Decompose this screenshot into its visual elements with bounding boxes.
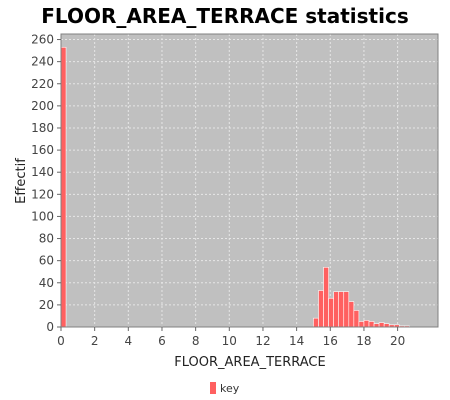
- x-tick-label: 20: [390, 334, 405, 348]
- histogram-bar: [353, 310, 360, 328]
- histogram-bar: [368, 321, 375, 328]
- legend-label: key: [220, 382, 240, 395]
- legend: key: [210, 382, 240, 395]
- y-tick-label: 180: [31, 121, 54, 135]
- x-tick-label: 2: [91, 334, 99, 348]
- y-tick-label: 260: [31, 33, 54, 47]
- y-tick-label: 40: [39, 276, 54, 290]
- histogram-bar: [313, 317, 319, 328]
- x-tick-label: 6: [158, 334, 166, 348]
- y-tick-label: 60: [39, 254, 54, 268]
- x-axis-ticks: 0 2 4 6 8 10 12 14 16 18 20: [57, 327, 405, 348]
- y-tick-label: 160: [31, 143, 54, 157]
- grid-lines: [60, 34, 438, 328]
- x-tick-label: 4: [125, 334, 133, 348]
- histogram-bar: [318, 290, 324, 328]
- histogram-bar: [378, 322, 385, 328]
- legend-swatch: [210, 382, 216, 394]
- histogram-bar: [333, 291, 340, 328]
- x-tick-label: 16: [323, 334, 338, 348]
- plot-area: [61, 34, 438, 327]
- y-tick-label: 200: [31, 99, 54, 113]
- x-tick-label: 18: [356, 334, 371, 348]
- y-tick-label: 100: [31, 209, 54, 223]
- histogram-bar: [348, 301, 355, 328]
- x-tick-label: 10: [222, 334, 237, 348]
- histogram-bar: [338, 291, 345, 328]
- x-axis-label: FLOOR_AREA_TERRACE: [174, 355, 325, 370]
- x-tick-label: 0: [57, 334, 65, 348]
- y-tick-label: 220: [31, 77, 54, 91]
- chart-title: FLOOR_AREA_TERRACE statistics: [41, 4, 408, 28]
- histogram-bar: [60, 46, 67, 328]
- x-tick-label: 14: [289, 334, 304, 348]
- x-tick-label: 8: [192, 334, 200, 348]
- histogram-bar: [328, 297, 334, 328]
- histogram-bar: [323, 266, 329, 328]
- histogram-bar: [363, 320, 370, 328]
- y-tick-label: 20: [39, 298, 54, 312]
- y-axis-label: Effectif: [14, 158, 29, 204]
- x-tick-label: 12: [255, 334, 270, 348]
- y-tick-label: 0: [46, 320, 54, 334]
- y-axis-ticks: 0 20 40 60 80 100 120 140 160 180 200 220 240 260: [31, 33, 61, 334]
- y-tick-label: 240: [31, 55, 54, 69]
- plot-border: [60, 33, 439, 328]
- y-tick-label: 80: [39, 232, 54, 246]
- y-tick-label: 140: [31, 165, 54, 179]
- y-tick-label: 120: [31, 187, 54, 201]
- histogram-bar: [358, 321, 365, 328]
- histogram-bar: [343, 291, 350, 328]
